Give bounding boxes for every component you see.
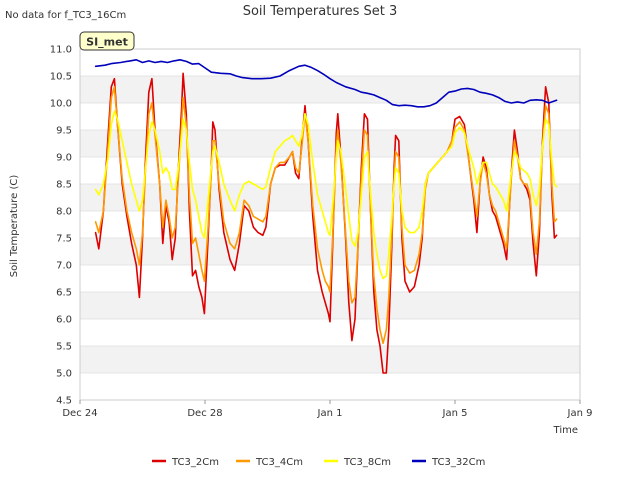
y-tick-label: 6.0 (56, 315, 72, 326)
x-tick-label: Jan 1 (317, 408, 343, 419)
y-tick-label: 4.5 (56, 396, 72, 407)
series-lines (94, 58, 558, 374)
legend-label: TC3_8Cm (343, 457, 391, 468)
x-tick-label: Jan 9 (567, 408, 593, 419)
background-band (80, 76, 580, 103)
y-tick-label: 7.0 (56, 261, 72, 272)
chart-title: Soil Temperatures Set 3 (243, 4, 398, 19)
background-band (80, 130, 580, 157)
x-tick-label: Jan 5 (442, 408, 468, 419)
y-tick-labels: 4.5 5.0 5.5 6.0 6.5 7.0 7.5 8.0 8.5 9.0 9.5 10.0 10.… (50, 45, 72, 407)
x-tick-label: Dec 28 (187, 408, 222, 419)
x-axis-label: Time (553, 425, 578, 436)
legend: TC3_2Cm TC3_4Cm TC3_8Cm TC3_32Cm (152, 457, 485, 468)
y-tick-label: 5.0 (56, 369, 72, 380)
series-line-tc3-32cm (94, 58, 558, 108)
y-tick-label: 9.5 (56, 126, 72, 137)
x-tick-labels: Dec 24 Dec 28 Jan 1 Jan 5 Jan 9 (62, 400, 592, 419)
series-line-tc3-4cm (94, 86, 558, 345)
station-badge-box (79, 31, 135, 51)
y-axis-label: Soil Temperature (C) (9, 175, 20, 278)
no-data-note: No data for f_TC3_16Cm (5, 10, 126, 21)
y-tick-label: 7.5 (56, 234, 72, 245)
station-badge-label: SI_met (86, 36, 128, 49)
legend-label: TC3_32Cm (431, 457, 485, 468)
y-tick-label: 6.5 (56, 288, 72, 299)
y-tick-label: 11.0 (50, 45, 72, 56)
y-tick-label: 10.5 (50, 72, 72, 83)
series-line-tc3-8cm (94, 110, 558, 280)
legend-label: TC3_4Cm (255, 457, 303, 468)
y-tick-label: 5.5 (56, 342, 72, 353)
y-tick-label: 10.0 (50, 99, 72, 110)
legend-label: TC3_2Cm (171, 457, 219, 468)
background-band (80, 346, 580, 373)
station-badge: SI_met (79, 31, 135, 51)
x-tick-label: Dec 24 (62, 408, 97, 419)
y-tick-label: 8.5 (56, 180, 72, 191)
y-tick-label: 9.0 (56, 153, 72, 164)
y-tick-label: 8.0 (56, 207, 72, 218)
